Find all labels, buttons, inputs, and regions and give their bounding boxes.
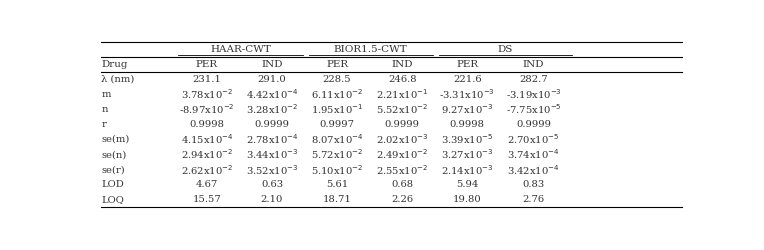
- Text: 2.10: 2.10: [261, 195, 283, 204]
- Text: 6.11x10$^{-2}$: 6.11x10$^{-2}$: [311, 88, 363, 101]
- Text: IND: IND: [523, 60, 545, 69]
- Text: 291.0: 291.0: [257, 75, 286, 84]
- Text: 2.76: 2.76: [523, 195, 545, 204]
- Text: se(m): se(m): [102, 135, 130, 144]
- Text: 221.6: 221.6: [453, 75, 481, 84]
- Text: 2.14x10$^{-3}$: 2.14x10$^{-3}$: [441, 163, 494, 176]
- Text: λ (nm): λ (nm): [102, 75, 134, 84]
- Text: 4.67: 4.67: [196, 180, 218, 189]
- Text: 3.44x10$^{-3}$: 3.44x10$^{-3}$: [246, 148, 298, 162]
- Text: 2.94x10$^{-2}$: 2.94x10$^{-2}$: [180, 148, 233, 162]
- Text: se(n): se(n): [102, 150, 127, 159]
- Text: 228.5: 228.5: [322, 75, 351, 84]
- Text: 8.07x10$^{-4}$: 8.07x10$^{-4}$: [311, 132, 364, 146]
- Text: 0.83: 0.83: [523, 180, 545, 189]
- Text: -7.75x10$^{-5}$: -7.75x10$^{-5}$: [506, 102, 562, 116]
- Text: DS: DS: [498, 44, 513, 54]
- Text: 0.9998: 0.9998: [450, 120, 485, 129]
- Text: 19.80: 19.80: [453, 195, 482, 204]
- Text: 0.9998: 0.9998: [189, 120, 225, 129]
- Text: PER: PER: [326, 60, 348, 69]
- Text: n: n: [102, 105, 108, 114]
- Text: 2.78x10$^{-4}$: 2.78x10$^{-4}$: [246, 132, 298, 146]
- Text: -3.31x10$^{-3}$: -3.31x10$^{-3}$: [439, 88, 495, 101]
- Text: 3.27x10$^{-3}$: 3.27x10$^{-3}$: [441, 148, 494, 162]
- Text: 3.52x10$^{-3}$: 3.52x10$^{-3}$: [246, 163, 298, 176]
- Text: 3.28x10$^{-2}$: 3.28x10$^{-2}$: [246, 102, 298, 116]
- Text: 1.95x10$^{-1}$: 1.95x10$^{-1}$: [311, 102, 363, 116]
- Text: LOD: LOD: [102, 180, 125, 189]
- Text: 2.55x10$^{-2}$: 2.55x10$^{-2}$: [376, 163, 429, 176]
- Text: r: r: [102, 120, 106, 129]
- Text: 2.49x10$^{-2}$: 2.49x10$^{-2}$: [376, 148, 429, 162]
- Text: 9.27x10$^{-3}$: 9.27x10$^{-3}$: [441, 102, 494, 116]
- Text: 2.02x10$^{-3}$: 2.02x10$^{-3}$: [376, 132, 429, 146]
- Text: 18.71: 18.71: [322, 195, 351, 204]
- Text: 0.9999: 0.9999: [516, 120, 551, 129]
- Text: 0.9999: 0.9999: [385, 120, 419, 129]
- Text: 2.70x10$^{-5}$: 2.70x10$^{-5}$: [507, 132, 560, 146]
- Text: 5.72x10$^{-2}$: 5.72x10$^{-2}$: [311, 148, 363, 162]
- Text: LOQ: LOQ: [102, 195, 125, 204]
- Text: 5.10x10$^{-2}$: 5.10x10$^{-2}$: [311, 163, 363, 176]
- Text: -8.97x10$^{-2}$: -8.97x10$^{-2}$: [179, 102, 235, 116]
- Text: HAAR-CWT: HAAR-CWT: [210, 44, 271, 54]
- Text: 4.42x10$^{-4}$: 4.42x10$^{-4}$: [246, 88, 298, 101]
- Text: 4.15x10$^{-4}$: 4.15x10$^{-4}$: [180, 132, 233, 146]
- Text: 0.63: 0.63: [261, 180, 283, 189]
- Text: 0.68: 0.68: [391, 180, 413, 189]
- Text: -3.19x10$^{-3}$: -3.19x10$^{-3}$: [506, 88, 562, 101]
- Text: 0.9999: 0.9999: [254, 120, 290, 129]
- Text: 15.57: 15.57: [193, 195, 222, 204]
- Text: 5.94: 5.94: [456, 180, 478, 189]
- Text: 3.78x10$^{-2}$: 3.78x10$^{-2}$: [180, 88, 233, 101]
- Text: 5.52x10$^{-2}$: 5.52x10$^{-2}$: [376, 102, 429, 116]
- Text: 2.62x10$^{-2}$: 2.62x10$^{-2}$: [180, 163, 233, 176]
- Text: BIOR1.5-CWT: BIOR1.5-CWT: [334, 44, 408, 54]
- Text: 3.39x10$^{-5}$: 3.39x10$^{-5}$: [441, 132, 494, 146]
- Text: 282.7: 282.7: [520, 75, 548, 84]
- Text: 246.8: 246.8: [388, 75, 416, 84]
- Text: PER: PER: [456, 60, 478, 69]
- Text: 5.61: 5.61: [326, 180, 348, 189]
- Text: 2.26: 2.26: [391, 195, 413, 204]
- Text: 2.21x10$^{-1}$: 2.21x10$^{-1}$: [376, 88, 429, 101]
- Text: 0.9997: 0.9997: [319, 120, 354, 129]
- Text: Drug: Drug: [102, 60, 128, 69]
- Text: m: m: [102, 90, 111, 99]
- Text: se(r): se(r): [102, 165, 125, 174]
- Text: IND: IND: [391, 60, 413, 69]
- Text: 3.42x10$^{-4}$: 3.42x10$^{-4}$: [507, 163, 560, 176]
- Text: 3.74x10$^{-4}$: 3.74x10$^{-4}$: [507, 148, 560, 162]
- Text: PER: PER: [196, 60, 218, 69]
- Text: IND: IND: [261, 60, 283, 69]
- Text: 231.1: 231.1: [193, 75, 222, 84]
